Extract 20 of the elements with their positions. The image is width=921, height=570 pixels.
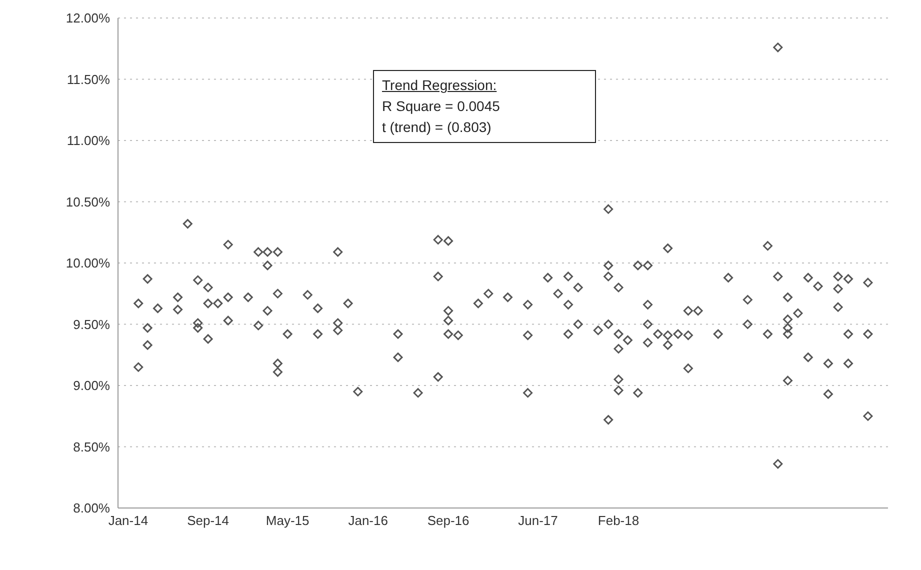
text-box: Trend Regression: R Square = 0.0045 t (trend) = (0.803)	[373, 70, 596, 143]
annotation: Trend Regression:	[382, 76, 498, 95]
y-tick-label: 10.50%	[66, 194, 110, 210]
y-tick-label: 11.50%	[66, 72, 110, 87]
y-tick-label: 12.00%	[66, 10, 110, 26]
x-tick-label: Jun-17	[518, 513, 558, 528]
x-tick-label: Jan-16	[348, 513, 388, 528]
x-tick-label: Sep-14	[187, 513, 230, 528]
annotation: t (trend) = (0.803)	[382, 118, 492, 137]
y-tick-label: 8.00%	[73, 500, 110, 516]
y-tick-label: 9.00%	[73, 378, 110, 394]
x-tick-label: Jan-14	[108, 513, 148, 528]
y-tick-label: 11.00%	[66, 133, 110, 148]
y-tick-label: 10.00%	[66, 256, 110, 271]
y-tick-label: 9.50%	[73, 316, 110, 332]
x-tick-label: Feb-18	[598, 513, 640, 528]
annotation: R Square = 0.0045	[382, 97, 501, 116]
y-tick-label: 8.50%	[73, 439, 110, 454]
x-tick-label: Sep-16	[427, 513, 470, 528]
x-tick-label: May-15	[266, 513, 310, 528]
